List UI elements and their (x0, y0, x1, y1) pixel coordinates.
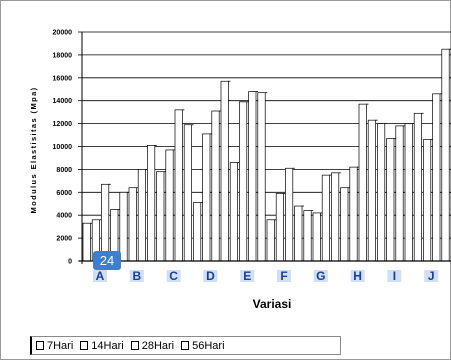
category-label-J: J (428, 269, 435, 283)
category-highlight (240, 270, 255, 282)
y-tick-label: 10000 (53, 144, 73, 151)
bar-J-7Hari (413, 112, 422, 262)
legend-label: 14Hari (91, 339, 124, 352)
bar-B-56Hari (147, 145, 156, 262)
bar-A-7Hari (82, 222, 91, 262)
y-tick-label: 2000 (56, 236, 72, 243)
page-number-text: 24 (99, 253, 115, 268)
legend-swatch-icon (36, 341, 44, 350)
bar-C-28Hari (174, 109, 183, 262)
bar-G-56Hari (331, 172, 340, 262)
bar-D-14Hari (202, 133, 211, 262)
axes (78, 31, 451, 264)
bar-F-28Hari (285, 167, 294, 262)
bar-E-7Hari (229, 162, 238, 262)
legend-label: 7Hari (47, 339, 74, 352)
legend: 7Hari 14Hari 28Hari 56Hari (30, 336, 341, 355)
bar-H-14Hari (349, 166, 358, 262)
category-highlight (93, 270, 107, 282)
y-tick-label: 20000 (53, 30, 73, 37)
legend-item-56hari: 56Hari (181, 339, 225, 352)
legend-swatch-icon (181, 341, 190, 350)
bar-E-56Hari (257, 92, 266, 262)
y-tick-label: 0 (68, 259, 72, 266)
category-label-H: H (353, 269, 362, 283)
x-axis-title: Variasi (253, 297, 292, 311)
category-label-B: B (132, 269, 141, 283)
legend-label: 28Hari (141, 339, 175, 352)
category-highlight (350, 270, 365, 282)
y-tick-label: 4000 (56, 213, 72, 220)
bar-B-14Hari (128, 187, 137, 262)
bar-D-28Hari (211, 110, 220, 262)
legend-item-14hari: 14Hari (80, 339, 124, 352)
legend-label: 56Hari (192, 339, 225, 352)
bar-E-28Hari (248, 91, 257, 262)
category-label-I: I (393, 269, 396, 283)
legend-swatch-icon (80, 341, 89, 350)
category-label-A: A (96, 269, 105, 283)
y-tick-label: 18000 (53, 52, 73, 59)
bar-B-28Hari (137, 169, 146, 262)
bar-A-28Hari (101, 183, 110, 262)
bar-H-28Hari (358, 103, 367, 262)
y-tick-label: 8000 (56, 167, 72, 174)
y-axis-title: Modulus Elastisitas (Mpa) (29, 86, 38, 213)
bar-H-56Hari (367, 119, 376, 262)
bar-F-7Hari (266, 219, 275, 262)
category-label-E: E (243, 269, 251, 283)
bar-C-14Hari (165, 149, 174, 262)
category-highlight (424, 270, 439, 282)
category-highlight (203, 270, 218, 282)
bar-F-14Hari (275, 193, 284, 262)
category-highlight (166, 270, 181, 282)
category-label-F: F (280, 269, 287, 283)
bar-J-56Hari (441, 48, 450, 262)
y-tick-label: 6000 (56, 190, 72, 197)
category-highlight (129, 270, 144, 282)
bar-G-7Hari (303, 210, 312, 262)
y-tick-labels: 0 2000 4000 6000 8000 10000 12000 14000 16000 180… (53, 30, 73, 266)
bar-H-7Hari (340, 187, 349, 262)
legend-swatch-icon (130, 341, 139, 350)
bar-I-28Hari (395, 125, 404, 262)
bar-I-7Hari (377, 123, 386, 262)
legend-item-7hari: 7Hari (36, 340, 73, 352)
bar-E-14Hari (239, 101, 248, 262)
y-tick-label: 16000 (53, 75, 73, 82)
legend-item-28hari: 28Hari (130, 339, 175, 352)
bar-F-56Hari (294, 205, 303, 262)
bar-C-56Hari (183, 124, 192, 262)
bar-D-7Hari (193, 202, 202, 262)
bar-I-14Hari (386, 138, 395, 262)
bar-D-56Hari (220, 80, 229, 262)
bar-J-28Hari (432, 93, 441, 262)
page-number-badge: 24 (93, 251, 121, 270)
y-tick-label: 14000 (53, 98, 73, 105)
bar-G-14Hari (312, 212, 321, 262)
category-label-G: G (316, 269, 325, 283)
bar-G-28Hari (321, 174, 330, 262)
category-highlight (277, 270, 291, 282)
category-labels: A B C D E F G H I J (93, 269, 439, 283)
category-highlight (387, 270, 402, 282)
category-label-C: C (169, 269, 178, 283)
bar-I-56Hari (404, 123, 413, 262)
bars (82, 48, 451, 262)
category-highlight (313, 270, 328, 282)
y-tick-label: 12000 (53, 121, 73, 128)
bar-J-14Hari (423, 139, 432, 262)
bar-C-7Hari (156, 171, 165, 262)
category-label-D: D (206, 269, 215, 283)
bar-B-7Hari (119, 191, 128, 262)
